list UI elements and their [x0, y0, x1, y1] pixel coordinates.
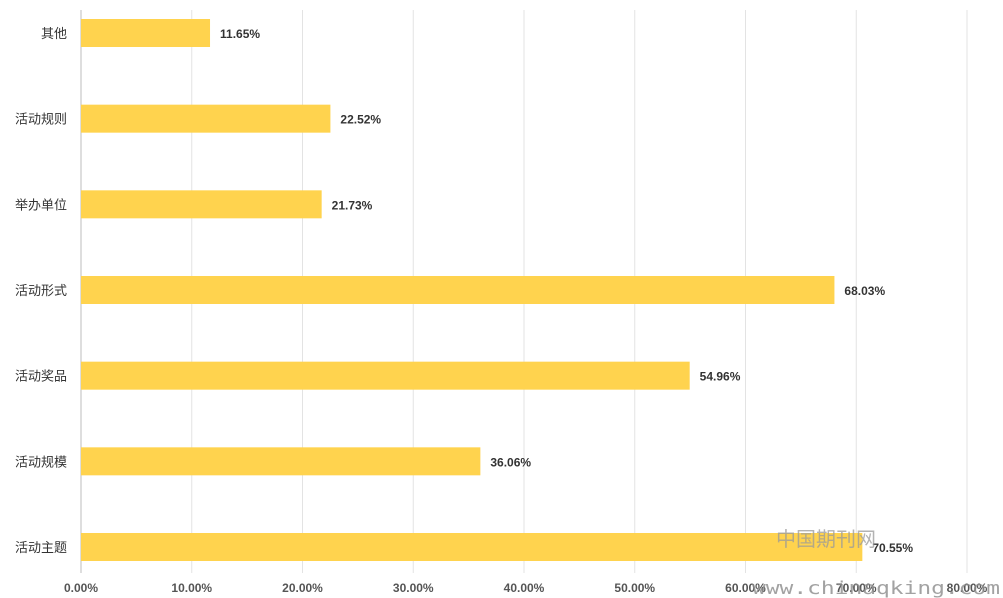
- bar: [81, 276, 835, 304]
- bar: [81, 104, 331, 133]
- category-label: 举办单位: [15, 198, 67, 213]
- x-tick-label: 0.00%: [64, 581, 98, 595]
- watermark-text: 中国期刊网: [776, 527, 876, 551]
- data-label: 70.55%: [872, 541, 913, 555]
- data-label: 36.06%: [490, 455, 531, 469]
- label-layer: 其他 11.65% 活动规则 22.52% 举办单位 21.73% 活动形式 68.03% 活动…: [15, 27, 913, 556]
- category-label: 其他: [41, 27, 67, 42]
- watermark-url: www.chinaqking.com: [752, 578, 1000, 598]
- x-tick-label: 30.00%: [393, 581, 434, 595]
- watermark: 中国期刊网 www.chinaqking.com: [752, 527, 1000, 598]
- x-tick-label: 60.00%: [725, 581, 766, 595]
- bar-layer: [81, 19, 863, 561]
- bar: [81, 361, 690, 390]
- x-tick-label: 80.00%: [947, 581, 988, 595]
- x-tick-label: 50.00%: [614, 581, 655, 595]
- bar: [81, 190, 322, 219]
- category-label: 活动奖品: [15, 370, 67, 385]
- bar: [81, 447, 481, 476]
- data-label: 21.73%: [332, 198, 373, 212]
- x-tick-label: 20.00%: [282, 581, 323, 595]
- category-label: 活动规则: [15, 113, 67, 128]
- x-tick-label: 70.00%: [836, 581, 877, 595]
- category-label: 活动主题: [15, 541, 67, 556]
- data-label: 11.65%: [220, 27, 260, 41]
- bar: [81, 533, 863, 561]
- data-label: 54.96%: [700, 370, 741, 384]
- data-label: 68.03%: [844, 284, 885, 298]
- bar: [81, 19, 211, 47]
- x-axis-ticks: 0.00% 10.00% 20.00% 30.00% 40.00% 50.00% 60.00…: [64, 581, 988, 595]
- x-tick-label: 10.00%: [171, 581, 212, 595]
- data-label: 22.52%: [340, 113, 381, 127]
- x-tick-label: 40.00%: [504, 581, 545, 595]
- category-label: 活动形式: [15, 284, 67, 299]
- category-label: 活动规模: [15, 455, 67, 470]
